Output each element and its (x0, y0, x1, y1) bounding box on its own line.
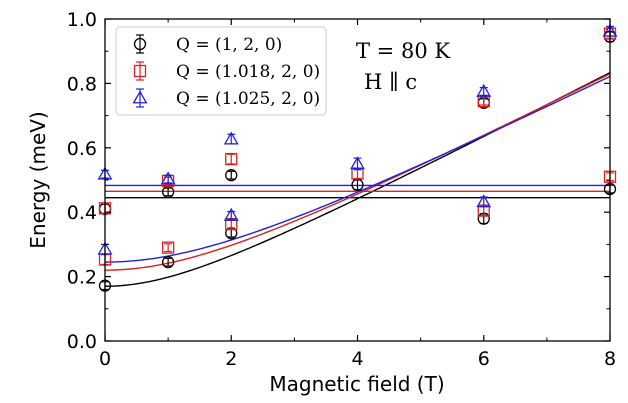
data-point (476, 194, 492, 208)
legend-marker (133, 64, 147, 78)
y-tick-label: 1.0 (67, 9, 97, 31)
data-point (225, 169, 238, 182)
legend-marker (133, 37, 147, 51)
legend-label: Q = (1, 2, 0) (176, 35, 282, 55)
dispersion-fit-curve (104, 75, 611, 263)
data-point (161, 241, 175, 254)
axis-ticks: 0 2 4 6 8 0.0 0.2 0.4 0.6 0.8 1.0 (67, 9, 616, 370)
x-axis-label: Magnetic field (T) (269, 372, 444, 396)
y-tick-label: 0.6 (67, 138, 97, 160)
legend-label: Q = (1.018, 2, 0) (176, 62, 320, 82)
legend-frame (115, 26, 327, 116)
dispersion-fit-curve (104, 73, 611, 271)
field-direction-annotation: H ∥ c (364, 70, 417, 94)
data-point (160, 171, 176, 185)
y-tick-label: 0.0 (67, 331, 97, 353)
y-tick-label: 0.4 (67, 202, 97, 224)
data-points (97, 23, 618, 292)
data-point (225, 152, 238, 166)
data-point (223, 207, 239, 221)
y-tick-label: 0.2 (67, 267, 97, 289)
legend-label: Q = (1.025, 2, 0) (176, 89, 320, 109)
x-tick-label: 4 (351, 348, 363, 370)
data-point (350, 156, 365, 170)
x-tick-label: 0 (99, 348, 111, 370)
data-point (223, 131, 239, 145)
legend-marker (132, 90, 148, 104)
legend: Q = (1, 2, 0) Q = (1.018, 2, 0) Q = (1.025… (115, 26, 327, 116)
data-point (476, 83, 492, 97)
y-tick-label: 0.8 (67, 73, 97, 95)
data-point (161, 255, 175, 269)
x-tick-label: 8 (604, 348, 616, 370)
x-tick-label: 2 (225, 348, 237, 370)
temperature-annotation: T = 80 K (356, 39, 450, 63)
x-tick-label: 6 (478, 348, 490, 370)
y-axis-label: Energy (meV) (26, 111, 50, 248)
